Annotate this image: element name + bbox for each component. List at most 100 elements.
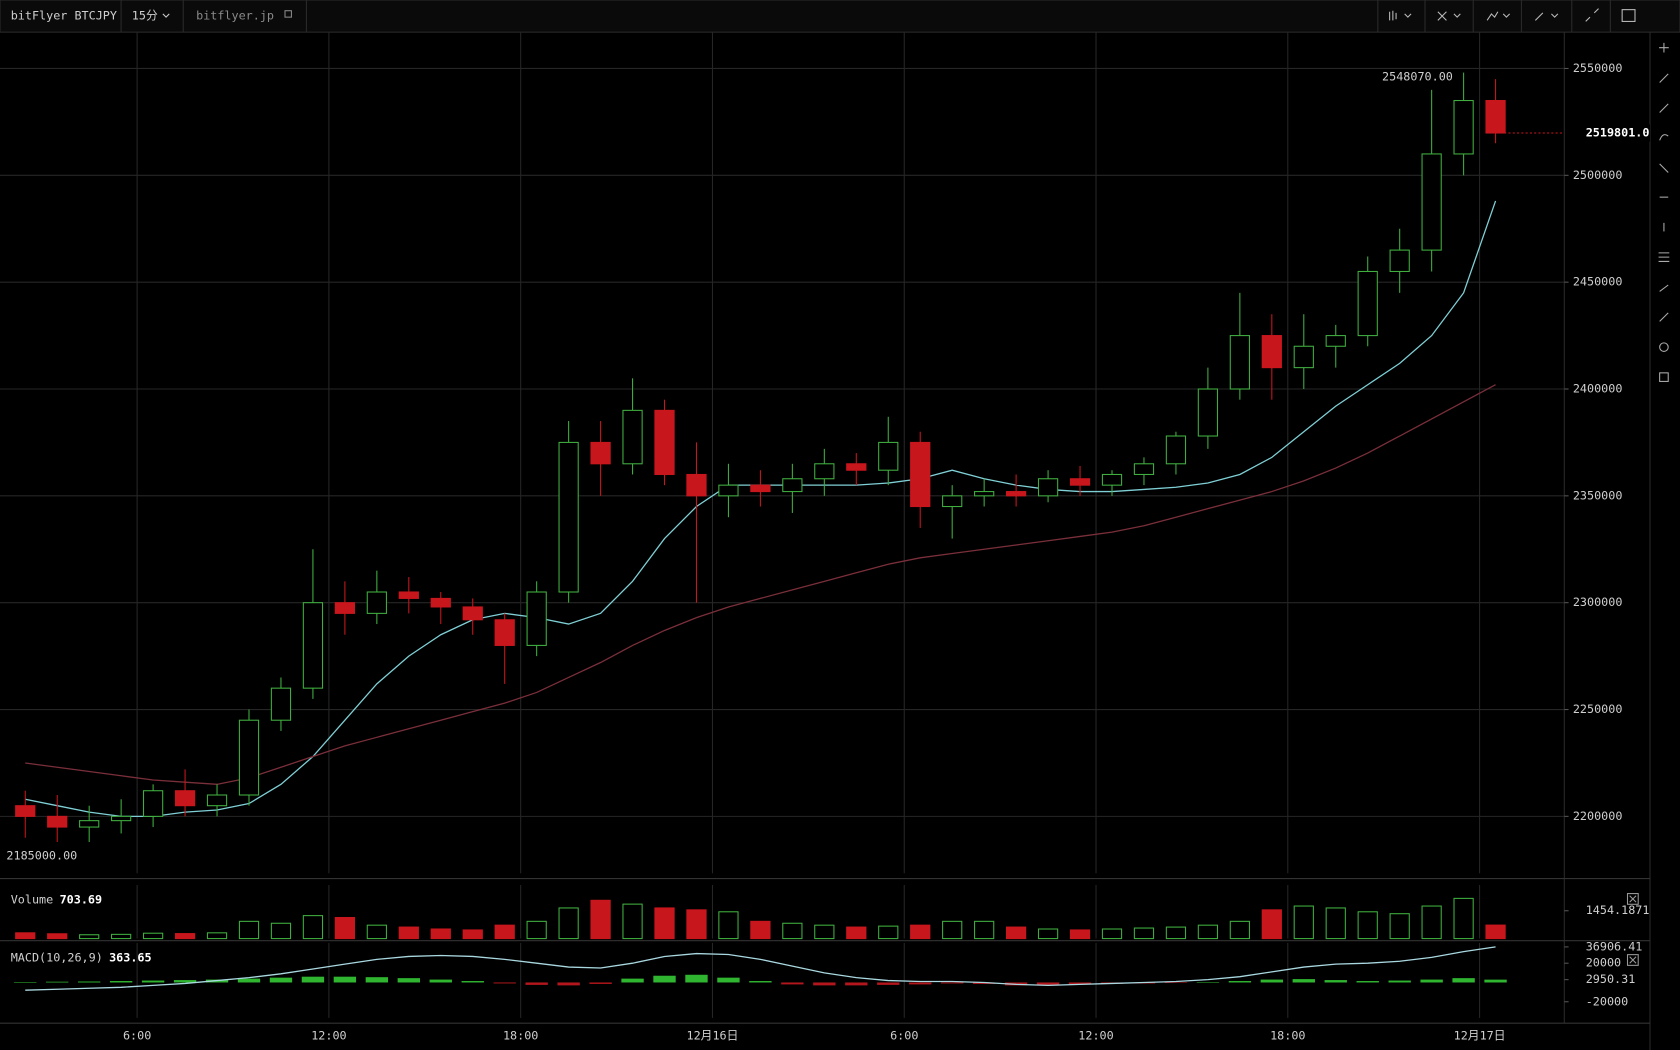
candle-body [334,602,356,614]
volume-bar [15,932,36,940]
candle-body [1197,388,1219,437]
y-tick-label: 2350000 [1573,488,1623,502]
histogram-bar [109,981,133,983]
histogram-bar [1196,982,1220,984]
x-tick-label: 18:00 [1270,1029,1305,1043]
macd-line [25,946,1496,991]
candle-body [1485,99,1506,134]
volume-bar [174,933,196,940]
pane-title: Volume [11,893,54,907]
x-tick-label: 12月17日 [1454,1029,1506,1043]
volume-bar [558,907,579,940]
volume-bar [686,909,707,940]
low-marker: 2185000.00 [6,848,77,862]
x-tick-label: 12月16日 [687,1029,739,1043]
volume-bar [494,924,515,940]
candle-body [750,484,771,493]
histogram-bar [941,982,964,984]
pane-value: 703.69 [60,893,103,907]
candle-body [206,794,228,807]
candle-body [1165,435,1187,465]
last-price-label: 2519801.0 [1586,126,1650,140]
volume-bar [718,911,739,940]
volume-bar [47,933,68,940]
candle-body [1357,270,1378,337]
candle-body [526,591,547,646]
volume-bar [1357,911,1378,940]
y-tick-label: 2250000 [1573,702,1623,716]
volume-bar [750,920,771,940]
histogram-bar [269,977,293,983]
histogram-bar [1420,979,1443,983]
candle-body [270,687,292,721]
volume-bar [814,924,835,940]
candle-body [1453,99,1474,155]
volume-bar [1261,909,1282,940]
histogram-bar [557,982,580,986]
external-icon [284,10,292,18]
volume-bar [111,933,132,940]
site-link[interactable]: bitflyer.jp [196,9,274,23]
y-tick-label: 2200000 [1573,809,1623,823]
histogram-bar [397,978,420,983]
volume-bar [654,907,675,940]
histogram-bar [525,982,548,985]
candle-body [846,463,867,471]
volume-bar [206,932,228,940]
histogram-bar [493,982,516,984]
toolbar: bitFlyer BTCJPY 15分 bitflyer.jp [0,0,1680,33]
volume-bar [238,920,260,940]
candle-body [462,606,483,621]
x-tick-label: 6:00 [890,1029,918,1043]
candle-body [878,441,899,471]
histogram-bar [1068,982,1092,985]
candle-body [111,815,132,822]
histogram-bar [141,980,165,983]
x-tick-label: 18:00 [503,1029,538,1043]
symbol[interactable]: bitFlyer BTCJPY [11,9,117,23]
histogram-bar [1292,979,1315,983]
toolbar-bg [0,0,1680,33]
x-tick-label: 6:00 [123,1029,151,1043]
candle-body [1229,335,1250,390]
histogram-bar [1324,980,1347,983]
y-tick-label: 2300000 [1573,595,1623,609]
last-price-box [1566,124,1650,142]
volume-bar [846,926,867,940]
pane-title: MACD(10,26,9) [11,950,103,964]
volume-bar [878,925,899,940]
histogram-bar [621,978,644,983]
candle-body [47,815,68,828]
candle-body [1069,478,1091,486]
candle-body [174,790,196,807]
histogram-bar [429,979,452,983]
volume-bar [1229,920,1250,940]
interval[interactable]: 15分 [132,9,158,23]
candle-body [79,820,100,828]
candle-body [142,790,164,817]
histogram-bar [653,975,676,983]
y-tick-label: -20000 [1586,994,1629,1008]
volume-bar [942,920,963,940]
drawing-tools[interactable] [1649,32,1670,1050]
histogram-bar [909,982,932,985]
histogram-bar [77,981,101,983]
y-tick-label: 2400000 [1573,381,1623,395]
candle-body [718,484,739,497]
histogram-bar [1164,982,1188,984]
volume-bar [1421,905,1442,940]
candle-body [15,805,36,817]
pane-value: 363.65 [109,950,152,964]
candle-body [622,409,643,465]
toolbar-buttons[interactable] [1377,0,1636,33]
histogram-bar [1228,981,1252,983]
volume-bar [910,924,931,940]
pane-close[interactable] [1626,893,1639,966]
histogram-bar [365,977,389,983]
volume-bar [270,922,292,940]
volume-bar [974,920,995,940]
histogram-bar [813,982,836,986]
histogram-bar [333,976,357,983]
histogram-bar [46,981,69,983]
y-tick-label: 1454.1871 [1586,903,1650,917]
